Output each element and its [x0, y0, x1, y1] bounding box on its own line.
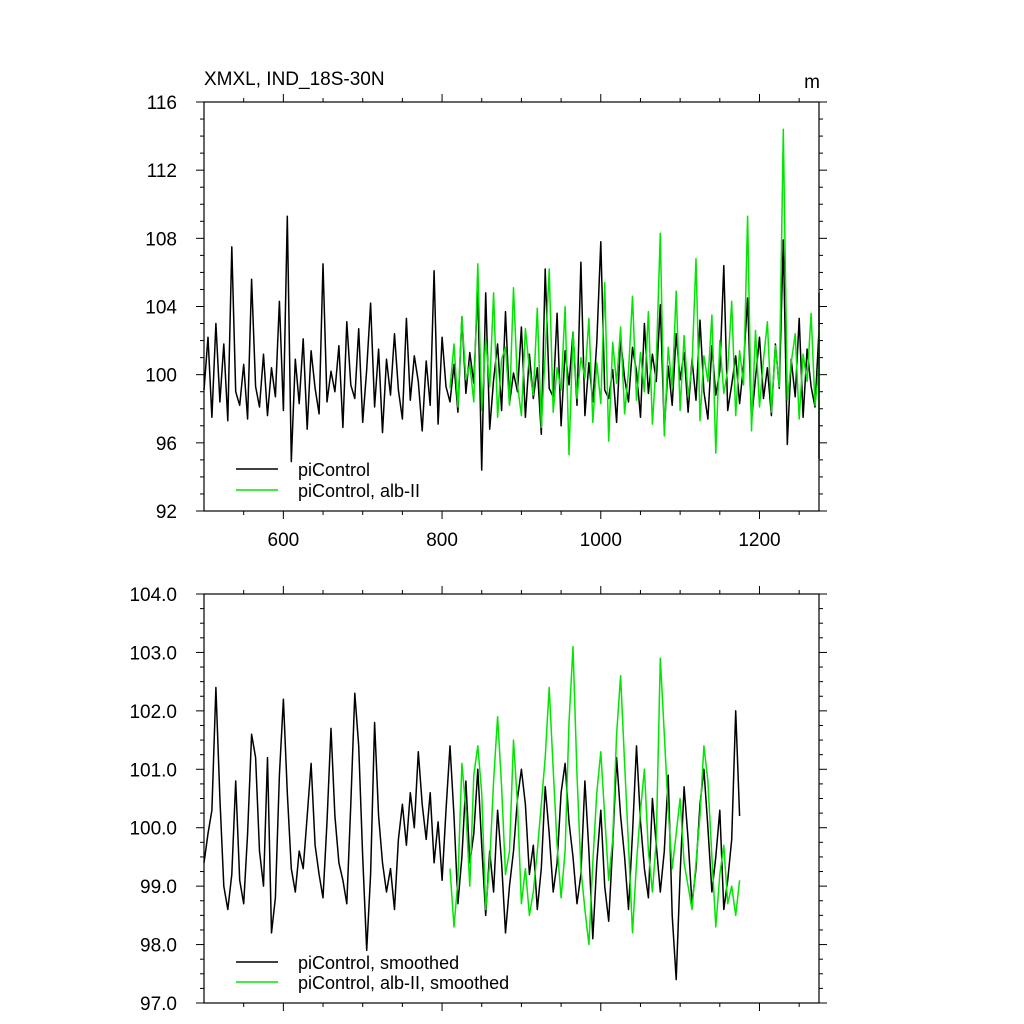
legend-label: piControl: [298, 460, 370, 480]
plot-area: [203, 645, 741, 981]
x-tick-label: 800: [426, 530, 458, 551]
legend: piControl piControl, alb-II: [236, 460, 420, 501]
y-tick-label: 102.0: [129, 702, 177, 723]
y-tick-label: 96: [156, 434, 177, 455]
units-label: m: [804, 72, 820, 93]
x-tick-label: 1200: [738, 530, 780, 551]
y-tick-label: 99.0: [140, 877, 177, 898]
legend-label: piControl, alb-II, smoothed: [298, 973, 509, 993]
legend-label: piControl, smoothed: [298, 953, 459, 973]
y-tick-label: 100.0: [129, 819, 177, 840]
chart-title: XMXL, IND_18S-30N: [204, 69, 385, 90]
y-tick-label: 98.0: [140, 936, 177, 957]
y-tick-label: 103.0: [129, 643, 177, 664]
series-line: [449, 128, 820, 456]
axis-ticks: 92 96 100 104 108 112 116 600 800 1000 1200: [145, 93, 827, 551]
y-tick-label: 108: [145, 229, 177, 250]
top-panel: XMXL, IND_18S-30N m 92 96 100 104 108 112 116 6…: [145, 69, 827, 551]
y-tick-label: 101.0: [129, 760, 177, 781]
y-tick-label: 104: [145, 298, 177, 319]
y-tick-label: 92: [156, 502, 177, 523]
y-tick-label: 100: [145, 366, 177, 387]
series-line: [449, 645, 741, 946]
x-tick-label: 1000: [580, 530, 622, 551]
bottom-panel: 97.0 98.0 99.0 100.0 101.0 102.0 103.0 104.0 pi…: [129, 585, 827, 1015]
axis-ticks: 97.0 98.0 99.0 100.0 101.0 102.0 103.0 104.0: [129, 585, 827, 1015]
plot-area: [203, 128, 820, 471]
y-tick-label: 104.0: [129, 585, 177, 606]
y-tick-label: 116: [147, 93, 177, 114]
x-tick-label: 600: [268, 530, 300, 551]
legend: piControl, smoothed piControl, alb-II, s…: [236, 953, 509, 993]
plot-frame: [203, 101, 820, 512]
legend-label: piControl, alb-II: [298, 481, 420, 501]
y-tick-label: 112: [147, 161, 177, 182]
y-tick-label: 97.0: [140, 994, 177, 1015]
